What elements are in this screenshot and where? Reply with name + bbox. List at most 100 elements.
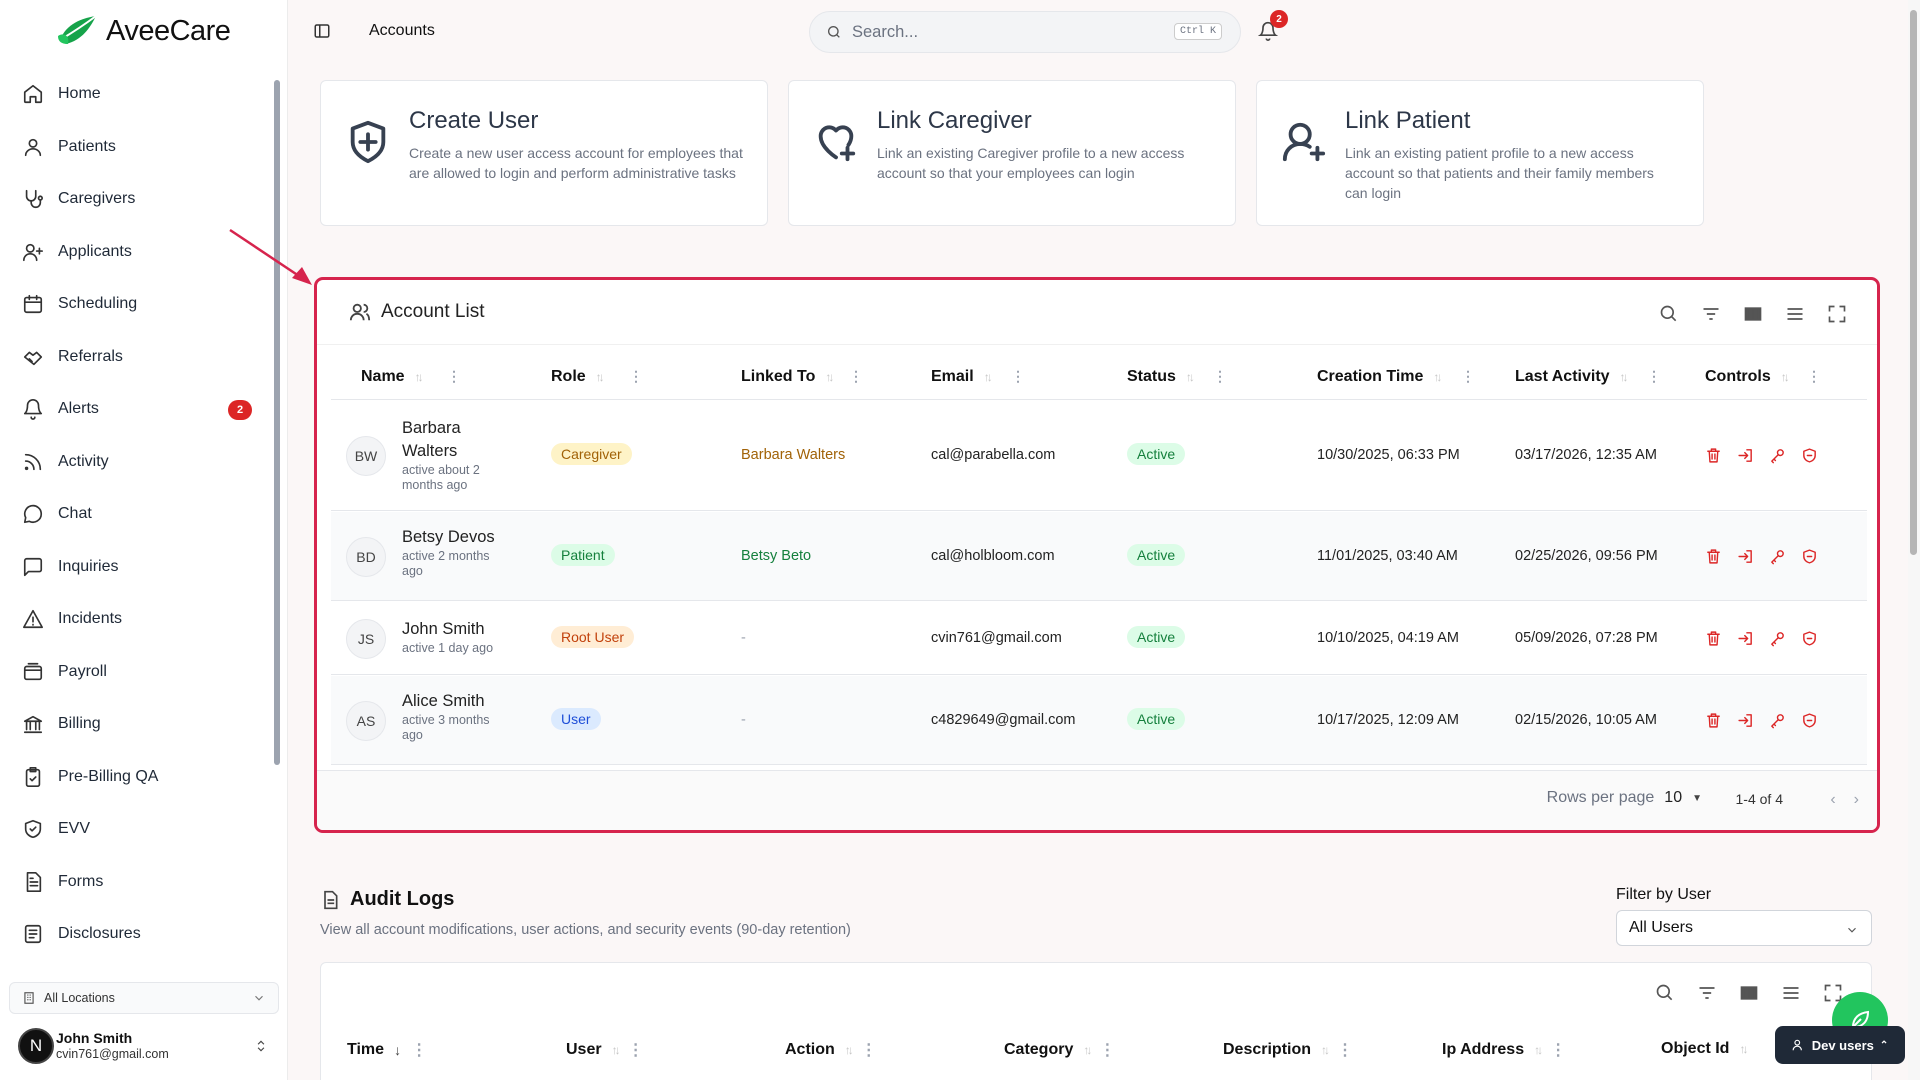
column-header-creation-time[interactable]: Creation Time ↑↓ ⋮: [1317, 368, 1475, 385]
sort-icon[interactable]: ↑↓: [1534, 1043, 1543, 1057]
sidebar-item-applicants[interactable]: Applicants: [10, 226, 272, 279]
column-header-status[interactable]: Status ↑↓ ⋮: [1127, 368, 1227, 385]
column-menu-icon[interactable]: ⋮: [1550, 1042, 1567, 1059]
link-patient-card[interactable]: Link Patient Link an existing patient pr…: [1256, 80, 1704, 226]
column-header-role[interactable]: Role ↑↓ ⋮: [551, 368, 643, 385]
account-name[interactable]: Betsy Devos: [402, 528, 495, 546]
sort-icon[interactable]: ↑↓: [983, 370, 993, 384]
filter-by-user-select[interactable]: All Users: [1616, 910, 1872, 946]
sort-icon[interactable]: ↑↓: [1433, 370, 1442, 384]
impersonate-icon[interactable]: [1737, 548, 1754, 565]
column-menu-icon[interactable]: ⋮: [1461, 368, 1475, 384]
sidebar-item-referrals[interactable]: Referrals: [10, 331, 272, 384]
sort-icon[interactable]: ↑↓: [414, 370, 424, 384]
filter-icon[interactable]: [1697, 983, 1717, 1003]
column-header-email[interactable]: Email ↑↓ ⋮: [931, 368, 1025, 385]
table-row[interactable]: BD Betsy Devos active 2 months ago Patie…: [331, 512, 1867, 601]
shield-minus-icon[interactable]: [1801, 630, 1818, 647]
sort-icon[interactable]: ↑↓: [1619, 370, 1629, 384]
column-header-object-id[interactable]: Object Id ↑↓: [1661, 1040, 1748, 1057]
sort-desc-icon[interactable]: ↓: [394, 1042, 402, 1058]
sidebar-item-home[interactable]: Home: [10, 68, 272, 121]
column-header-ip-address[interactable]: Ip Address ↑↓ ⋮: [1442, 1041, 1567, 1059]
sidebar-item-caregivers[interactable]: Caregivers: [10, 173, 272, 226]
sort-icon[interactable]: ↑↓: [844, 1043, 854, 1057]
sidebar-item-disclosures[interactable]: Disclosures: [10, 908, 272, 961]
sidebar-item-chat[interactable]: Chat: [10, 488, 272, 541]
delete-icon[interactable]: [1705, 712, 1722, 729]
sort-icon[interactable]: ↑↓: [1780, 370, 1790, 384]
column-menu-icon[interactable]: ⋮: [411, 1042, 428, 1059]
column-header-name[interactable]: Name ↑↓ ⋮: [361, 368, 461, 385]
columns-icon[interactable]: [1743, 304, 1763, 324]
sort-icon[interactable]: ↑↓: [1185, 370, 1195, 384]
account-name[interactable]: John Smith: [402, 620, 485, 638]
sidebar-item-patients[interactable]: Patients: [10, 121, 272, 174]
sidebar-item-scheduling[interactable]: Scheduling: [10, 278, 272, 331]
rows-per-page-select[interactable]: 10: [1664, 789, 1683, 806]
table-row[interactable]: BW Barbara Walters active about 2 months…: [331, 401, 1867, 511]
page-scrollbar-thumb[interactable]: [1910, 10, 1917, 555]
column-menu-icon[interactable]: ⋮: [1099, 1042, 1116, 1059]
sidebar-item-inquiries[interactable]: Inquiries: [10, 541, 272, 594]
sort-icon[interactable]: ↑↓: [1739, 1042, 1748, 1056]
app-logo[interactable]: AveeCare: [56, 14, 231, 48]
search-icon[interactable]: [1659, 304, 1679, 324]
location-select[interactable]: All Locations: [9, 982, 279, 1014]
sidebar-item-alerts[interactable]: Alerts 2: [10, 383, 272, 436]
search-input[interactable]: Search... Ctrl K: [809, 11, 1241, 53]
sidebar-item-activity[interactable]: Activity: [10, 436, 272, 489]
sidebar-item-billing[interactable]: Billing: [10, 698, 272, 751]
key-icon[interactable]: [1769, 548, 1786, 565]
sidebar-item-incidents[interactable]: Incidents: [10, 593, 272, 646]
columns-icon[interactable]: [1739, 983, 1759, 1003]
column-menu-icon[interactable]: ⋮: [627, 1042, 644, 1059]
delete-icon[interactable]: [1705, 548, 1722, 565]
column-header-last-activity[interactable]: Last Activity ↑↓ ⋮: [1515, 368, 1661, 385]
delete-icon[interactable]: [1705, 447, 1722, 464]
linked-profile-link[interactable]: Barbara Walters: [741, 447, 846, 463]
account-name[interactable]: Alice Smith: [402, 692, 485, 710]
search-icon[interactable]: [1655, 983, 1675, 1003]
account-name[interactable]: Barbara Walters: [402, 419, 461, 460]
column-menu-icon[interactable]: ⋮: [629, 368, 643, 384]
column-header-user[interactable]: User ↑↓ ⋮: [566, 1041, 644, 1059]
delete-icon[interactable]: [1705, 630, 1722, 647]
sidebar-toggle-icon[interactable]: [313, 22, 331, 40]
column-menu-icon[interactable]: ⋮: [1337, 1042, 1354, 1059]
next-page-icon[interactable]: ›: [1853, 791, 1859, 808]
filter-icon[interactable]: [1701, 304, 1721, 324]
sidebar-item-evv[interactable]: EVV: [10, 803, 272, 856]
sort-icon[interactable]: ↑↓: [1083, 1043, 1092, 1057]
column-header-linked-to[interactable]: Linked To ↑↓ ⋮: [741, 368, 863, 385]
density-icon[interactable]: [1785, 304, 1805, 324]
column-menu-icon[interactable]: ⋮: [447, 368, 461, 384]
sort-icon[interactable]: ↑↓: [595, 370, 605, 384]
column-menu-icon[interactable]: ⋮: [849, 368, 863, 384]
table-row[interactable]: JS John Smith active 1 day ago Root User…: [331, 602, 1867, 675]
key-icon[interactable]: [1769, 630, 1786, 647]
fullscreen-icon[interactable]: [1827, 304, 1847, 324]
shield-minus-icon[interactable]: [1801, 548, 1818, 565]
fullscreen-icon[interactable]: [1823, 983, 1843, 1003]
previous-page-icon[interactable]: ‹: [1830, 791, 1836, 808]
notification-bell-icon[interactable]: [1258, 20, 1278, 42]
column-menu-icon[interactable]: ⋮: [1647, 368, 1661, 384]
column-menu-icon[interactable]: ⋮: [1011, 368, 1025, 384]
sidebar-item-pre-billing-qa[interactable]: Pre-Billing QA: [10, 751, 272, 804]
dev-users-button[interactable]: Dev users ⌃: [1775, 1026, 1905, 1064]
key-icon[interactable]: [1769, 447, 1786, 464]
column-header-category[interactable]: Category ↑↓ ⋮: [1004, 1041, 1116, 1059]
column-menu-icon[interactable]: ⋮: [1213, 368, 1227, 384]
column-menu-icon[interactable]: ⋮: [860, 1042, 877, 1059]
user-menu[interactable]: N John Smith cvin761@gmail.com: [18, 1024, 283, 1068]
shield-minus-icon[interactable]: [1801, 712, 1818, 729]
create-user-card[interactable]: Create User Create a new user access acc…: [320, 80, 768, 226]
shield-minus-icon[interactable]: [1801, 447, 1818, 464]
column-header-time[interactable]: Time ↓ ⋮: [347, 1041, 428, 1059]
impersonate-icon[interactable]: [1737, 447, 1754, 464]
column-header-controls[interactable]: Controls ↑↓ ⋮: [1705, 368, 1821, 385]
sort-icon[interactable]: ↑↓: [1321, 1043, 1330, 1057]
linked-profile-link[interactable]: Betsy Beto: [741, 548, 812, 564]
caret-down-icon[interactable]: ▼: [1692, 792, 1702, 804]
